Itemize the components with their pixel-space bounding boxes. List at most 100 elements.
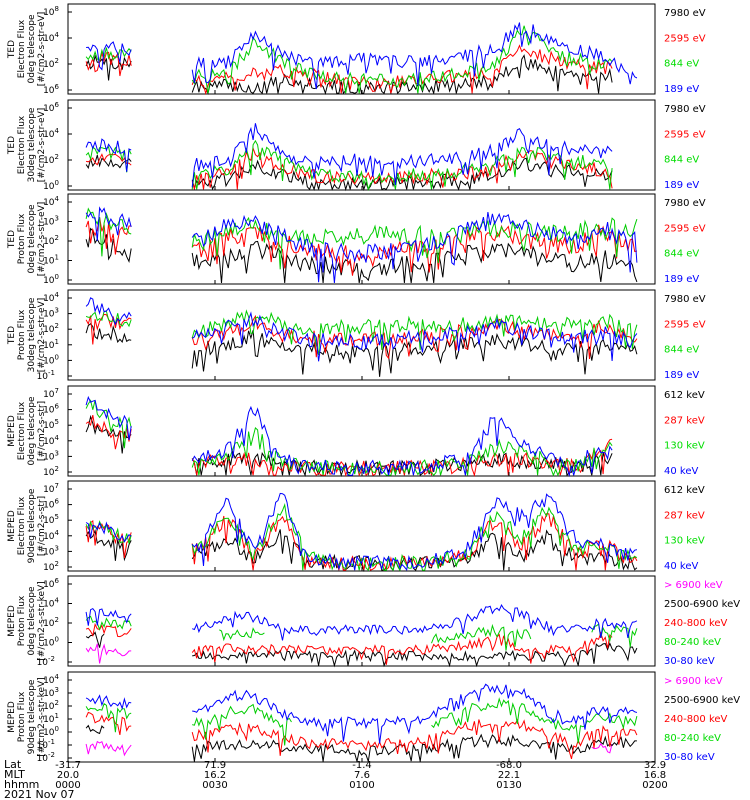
y-tick-label: 102 bbox=[43, 322, 59, 335]
y-label-line: 0deg telescope bbox=[27, 586, 37, 656]
y-tick-label: 106 bbox=[43, 101, 59, 114]
y-label-line: TED bbox=[7, 40, 17, 59]
legend-label: 130 keV bbox=[664, 441, 705, 452]
series-line-40-kev bbox=[85, 492, 638, 571]
y-tick-label: 106 bbox=[43, 498, 59, 511]
series-line-844-ev bbox=[85, 309, 638, 356]
series-line-130-kev bbox=[85, 399, 613, 477]
series-line-189-ev bbox=[86, 22, 638, 90]
y-label-line: [#/cm2-s-str-eV] bbox=[37, 202, 47, 277]
legend-label: 2595 eV bbox=[664, 319, 706, 330]
legend-label: 189 eV bbox=[664, 274, 699, 285]
y-label-line: [#/cm2-s-str-eV] bbox=[37, 108, 47, 183]
series-line-2595-ev bbox=[86, 146, 613, 190]
x-tick-label-hhmm: 0200 bbox=[642, 780, 667, 791]
y-tick-label: 104 bbox=[43, 529, 59, 542]
legend-label: > 6900 keV bbox=[664, 580, 723, 591]
series-line-189-ev bbox=[85, 206, 638, 284]
y-label-line: 0deg telescope bbox=[27, 204, 37, 274]
y-label-line: [#/cm2-s-str-eV] bbox=[37, 298, 47, 373]
y-label-line: 90deg telescope bbox=[27, 488, 37, 563]
y-label-line: MEPED bbox=[7, 510, 17, 542]
x-tick-label-hhmm: 0000 bbox=[55, 780, 80, 791]
series-line-7980-ev bbox=[85, 227, 638, 284]
series-line-40-kev bbox=[85, 395, 613, 478]
series-line-6900-kev bbox=[85, 740, 613, 757]
y-tick-label: 100 bbox=[43, 353, 59, 366]
legend-label: 240-800 keV bbox=[664, 714, 728, 725]
y-tick-label: 10-1 bbox=[37, 738, 55, 751]
y-tick-label: 103 bbox=[43, 449, 59, 462]
y-axis-label: TED Proton Flux 30deg telescope [#/cm2-s-st… bbox=[7, 297, 47, 372]
y-label-line: MEPED bbox=[7, 415, 17, 447]
x-tick-label-hhmm: 0100 bbox=[349, 780, 374, 791]
y-tick-label: 107 bbox=[43, 387, 59, 400]
y-label-line: [#/cm2-s-str] bbox=[37, 496, 47, 556]
legend-label: 40 keV bbox=[664, 466, 698, 477]
y-tick-label: 106 bbox=[43, 403, 59, 416]
y-tick-label: 103 bbox=[43, 307, 59, 320]
series-line-2595-ev bbox=[85, 217, 638, 276]
y-label-line: Proton Flux bbox=[17, 691, 27, 742]
legend-label: 30-80 keV bbox=[664, 752, 715, 763]
y-axis-label: MEPED Proton Flux 90deg telescope [#/cm2-s-… bbox=[7, 677, 47, 756]
y-label-line: TED bbox=[7, 230, 17, 249]
y-label-line: [#/cm2-s-str-eV] bbox=[37, 12, 47, 87]
x-tick-label-hhmm: 0030 bbox=[202, 780, 227, 791]
y-tick-label: 102 bbox=[43, 234, 59, 247]
y-axis-label: TED Electron Flux 0deg telescope [#/cm2-s-s… bbox=[7, 12, 47, 87]
series-line-6900-kev bbox=[85, 643, 132, 664]
y-tick-label: 10-2 bbox=[37, 751, 55, 764]
series-line-240-800-kev bbox=[85, 622, 613, 665]
series-line-130-kev bbox=[85, 502, 638, 572]
series-line-844-ev bbox=[85, 25, 613, 94]
y-tick-label: 105 bbox=[43, 513, 59, 526]
plot-frame bbox=[67, 99, 656, 191]
y-tick-label: 101 bbox=[43, 712, 59, 725]
legend-label: 2595 eV bbox=[664, 223, 706, 234]
y-label-line: 30deg telescope bbox=[27, 107, 37, 182]
x-tick-label-lat: 32.9 bbox=[644, 760, 666, 771]
y-axis-label: TED Electron Flux 30deg telescope [#/cm2-s-… bbox=[7, 107, 47, 182]
y-tick-label: 100 bbox=[43, 636, 59, 649]
y-tick-label: 103 bbox=[43, 544, 59, 557]
y-axis-label: MEPED Electron Flux 0deg telescope [#/cm2-s… bbox=[7, 396, 47, 466]
series-line-2595-ev bbox=[85, 44, 613, 96]
y-tick-label: 102 bbox=[43, 57, 59, 70]
y-tick-label: 101 bbox=[43, 338, 59, 351]
series-line-189-ev bbox=[85, 123, 613, 188]
legend-label: 80-240 keV bbox=[664, 637, 721, 648]
legend-label: 287 keV bbox=[664, 415, 705, 426]
y-label-line: Electron Flux bbox=[17, 19, 27, 78]
y-tick-label: 104 bbox=[43, 127, 59, 140]
y-axis-label: MEPED Proton Flux 0deg telescope [#/cm2-s-s… bbox=[7, 581, 47, 660]
y-tick-label: 10-1 bbox=[37, 369, 55, 382]
y-tick-label: 103 bbox=[43, 215, 59, 228]
x-tick-label-lat: -68.0 bbox=[496, 760, 522, 771]
date-label: 2021 Nov 07 bbox=[4, 788, 74, 800]
legend-label: 287 keV bbox=[664, 510, 705, 521]
legend-label: 2595 eV bbox=[664, 129, 706, 140]
y-tick-label: 100 bbox=[43, 179, 59, 192]
series-line-287-kev bbox=[85, 414, 613, 478]
y-tick-label: 104 bbox=[43, 291, 59, 304]
y-tick-label: 106 bbox=[43, 83, 59, 96]
legend-label: 189 eV bbox=[664, 370, 699, 381]
legend-label: 844 eV bbox=[664, 59, 699, 70]
y-axis-label: MEPED Electron Flux 90deg telescope [#/cm2-… bbox=[7, 488, 47, 563]
x-tick-label-lat: -31.7 bbox=[55, 760, 81, 771]
legend-label: 7980 eV bbox=[664, 198, 706, 209]
x-tick-label-lat: -1.4 bbox=[352, 760, 372, 771]
y-tick-label: 104 bbox=[43, 434, 59, 447]
series-line-30-80-kev bbox=[85, 604, 638, 641]
y-label-line: Proton Flux bbox=[17, 309, 27, 360]
legend-label: 844 eV bbox=[664, 345, 699, 356]
y-label-line: [#/cm2-s-str-keV] bbox=[37, 677, 47, 756]
